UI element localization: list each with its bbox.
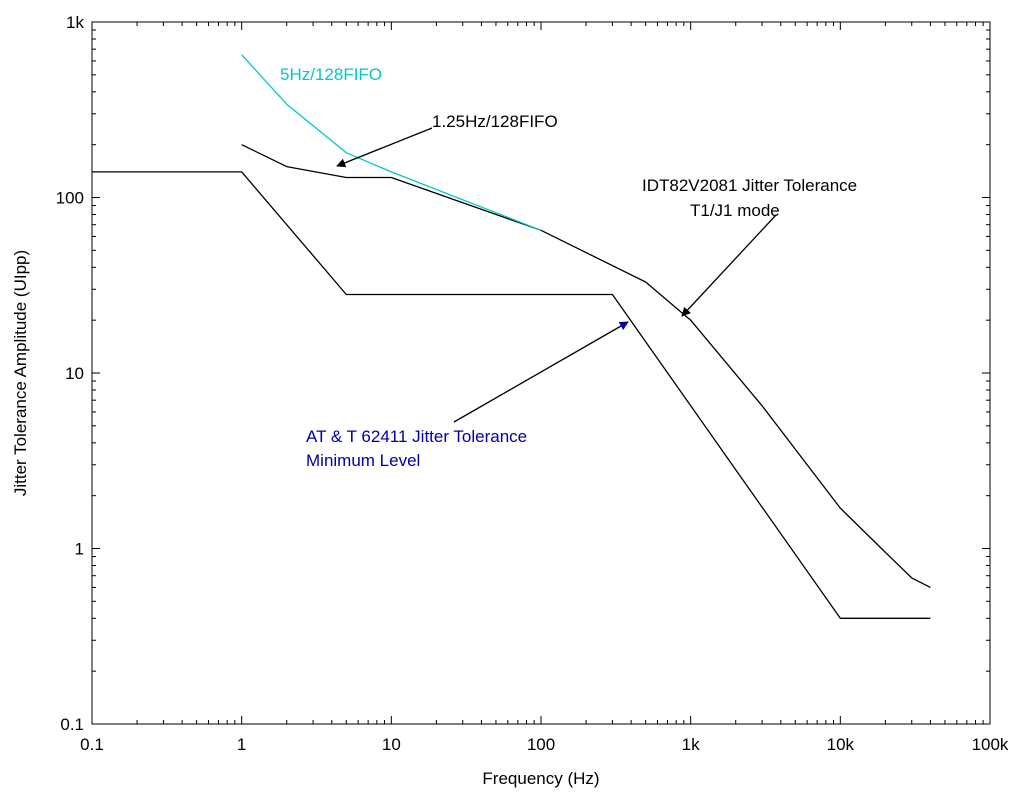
x-tick-label: 100 (527, 735, 555, 754)
series-line-5hz-128fifo (241, 54, 542, 231)
annotation-5hz-128fifo: 5Hz/128FIFO (280, 65, 382, 84)
x-tick-label: 100k (972, 735, 1009, 754)
series-layer (92, 54, 931, 619)
x-tick-label: 10 (382, 735, 401, 754)
annotation-1-25hz-128fifo: 1.25Hz/128FIFO (432, 112, 558, 131)
annotation-arrow-idt82v2081 (681, 214, 777, 317)
annotation-idt82v2081-mode: T1/J1 mode (690, 201, 780, 220)
annotation-arrow-1-25hz (336, 127, 433, 168)
series-line-idt82v2081-1-25hz (241, 144, 931, 588)
y-axis-title: Jitter Tolerance Amplitude (UIpp) (11, 250, 30, 496)
x-axis-title: Frequency (Hz) (482, 769, 599, 788)
x-tick-label: 1 (237, 735, 246, 754)
x-tick-label: 1k (682, 735, 700, 754)
x-tick-label: 0.1 (80, 735, 104, 754)
y-tick-label: 100 (56, 189, 84, 208)
y-axis-ticks: 0.1 1 10 100 1k (56, 13, 990, 734)
annotation-att62411-level: Minimum Level (306, 451, 420, 470)
x-axis-ticks: 0.1 1 10 100 1k 10k 100k (80, 22, 1009, 754)
y-tick-label: 0.1 (60, 715, 84, 734)
minor-ticks (92, 22, 990, 724)
annotation-idt82v2081-title: IDT82V2081 Jitter Tolerance (642, 176, 857, 195)
y-tick-label: 10 (65, 364, 84, 383)
y-tick-label: 1k (66, 13, 84, 32)
annotation-arrow-att62411 (453, 321, 629, 423)
annotation-att62411-title: AT & T 62411 Jitter Tolerance (306, 427, 527, 446)
series-line-att-62411 (92, 171, 931, 619)
x-tick-label: 10k (827, 735, 855, 754)
y-tick-label: 1 (75, 540, 84, 559)
